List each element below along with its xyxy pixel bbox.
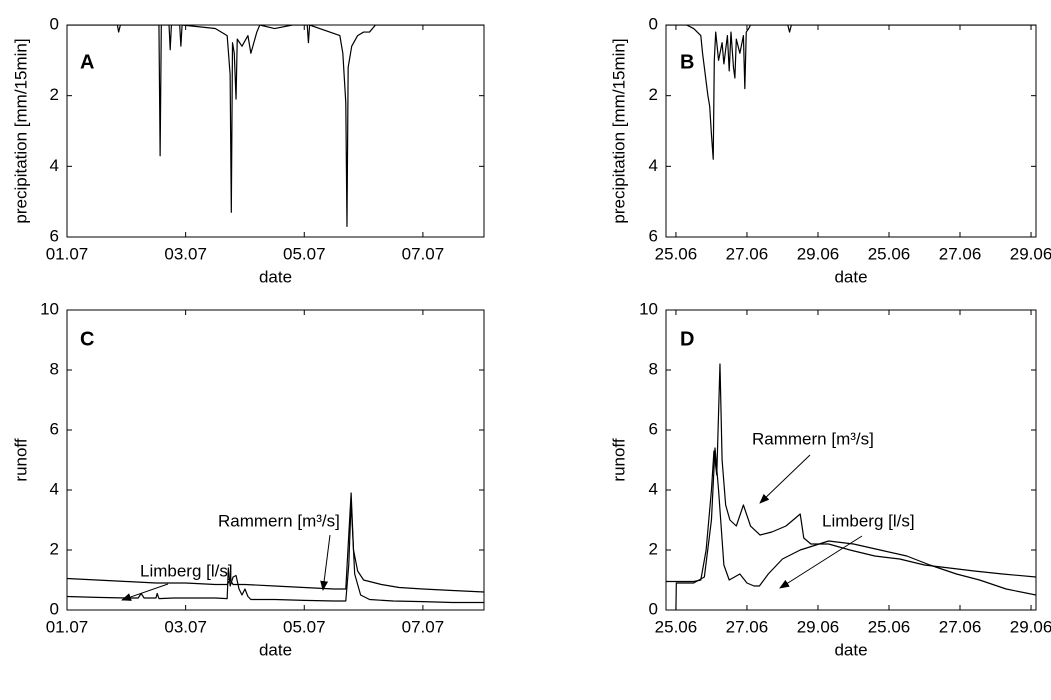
y-axis-label: precipitation [mm/15min] bbox=[11, 38, 30, 223]
x-tick-label: 25.06 bbox=[868, 617, 911, 636]
data-line bbox=[675, 447, 1036, 610]
y-axis-label: runoff bbox=[11, 438, 30, 481]
data-line bbox=[67, 25, 484, 227]
plot-frame bbox=[665, 24, 1037, 238]
data-line bbox=[666, 25, 1036, 160]
x-tick-label: 03.07 bbox=[164, 244, 207, 263]
panel-label: A bbox=[80, 51, 94, 73]
y-tick-label: 10 bbox=[40, 299, 59, 318]
x-tick-label: 29.06 bbox=[797, 617, 840, 636]
panel: 0 2 4 601.07 03.07 05.07 07.07 date precipitatio… bbox=[11, 14, 485, 286]
y-tick-label: 4 bbox=[50, 479, 59, 498]
x-axis-label: date bbox=[259, 640, 292, 659]
annotation: Limberg [l/s] bbox=[140, 561, 233, 580]
y-tick-label: 8 bbox=[649, 359, 658, 378]
y-tick-label: 0 bbox=[50, 599, 59, 618]
x-axis-label: date bbox=[259, 267, 292, 286]
x-tick-label: 03.07 bbox=[164, 617, 207, 636]
x-tick-label: 25.06 bbox=[868, 244, 911, 263]
annotation: Rammern [m³/s] bbox=[752, 429, 874, 448]
y-tick-label: 4 bbox=[649, 156, 658, 175]
panel-label: C bbox=[80, 328, 94, 350]
y-tick-label: 2 bbox=[649, 539, 658, 558]
y-tick-label: 2 bbox=[50, 539, 59, 558]
x-tick-label: 25.06 bbox=[655, 617, 698, 636]
x-tick-label: 29.06 bbox=[1010, 244, 1051, 263]
x-tick-label: 25.06 bbox=[655, 244, 698, 263]
x-tick-label: 05.07 bbox=[283, 617, 326, 636]
y-tick-label: 6 bbox=[649, 419, 658, 438]
y-tick-label: 6 bbox=[50, 226, 59, 245]
panel-label: B bbox=[680, 51, 694, 73]
y-tick-label: 4 bbox=[649, 479, 658, 498]
annotation-arrow bbox=[320, 534, 331, 591]
annotation-arrow bbox=[759, 454, 811, 504]
y-tick-label: 0 bbox=[50, 14, 59, 33]
annotation: Rammern [m³/s] bbox=[218, 511, 340, 530]
panel-label: D bbox=[680, 328, 694, 350]
y-tick-label: 2 bbox=[50, 85, 59, 104]
x-tick-label: 27.06 bbox=[939, 617, 982, 636]
panel: 0 2 4 6 8 10 01.07 03.07 05.07 07.07 date runoff C bbox=[11, 299, 485, 659]
x-tick-label: 27.06 bbox=[726, 617, 769, 636]
y-axis-label: precipitation [mm/15min] bbox=[609, 38, 628, 223]
x-tick-label: 27.06 bbox=[939, 244, 982, 263]
x-tick-label: 27.06 bbox=[726, 244, 769, 263]
annotation-arrow bbox=[121, 583, 169, 601]
annotation: Limberg [l/s] bbox=[822, 511, 915, 530]
x-tick-label: 01.07 bbox=[46, 617, 89, 636]
y-tick-label: 10 bbox=[639, 299, 658, 318]
y-tick-label: 4 bbox=[50, 156, 59, 175]
y-tick-label: 2 bbox=[649, 85, 658, 104]
y-tick-label: 6 bbox=[649, 226, 658, 245]
x-tick-label: 07.07 bbox=[402, 617, 445, 636]
data-line bbox=[666, 363, 1036, 583]
data-line bbox=[67, 501, 484, 604]
x-tick-label: 29.06 bbox=[797, 244, 840, 263]
x-tick-label: 01.07 bbox=[46, 244, 89, 263]
plot-frame bbox=[66, 24, 485, 238]
plot-frame bbox=[66, 309, 485, 611]
x-axis-label: date bbox=[834, 267, 867, 286]
y-axis-label: runoff bbox=[609, 438, 628, 481]
x-axis-label: date bbox=[834, 640, 867, 659]
x-tick-label: 07.07 bbox=[402, 244, 445, 263]
panel: 0 2 4 6 8 10 25.06 27.06 29.06 25.06 27.06 29.06 dat… bbox=[609, 299, 1051, 659]
y-tick-label: 8 bbox=[50, 359, 59, 378]
y-tick-label: 6 bbox=[50, 419, 59, 438]
x-tick-label: 05.07 bbox=[283, 244, 326, 263]
y-tick-label: 0 bbox=[649, 599, 658, 618]
x-tick-label: 29.06 bbox=[1010, 617, 1051, 636]
plot-frame bbox=[665, 309, 1037, 611]
annotation-arrow bbox=[779, 535, 863, 589]
y-tick-label: 0 bbox=[649, 14, 658, 33]
data-line bbox=[67, 492, 484, 593]
